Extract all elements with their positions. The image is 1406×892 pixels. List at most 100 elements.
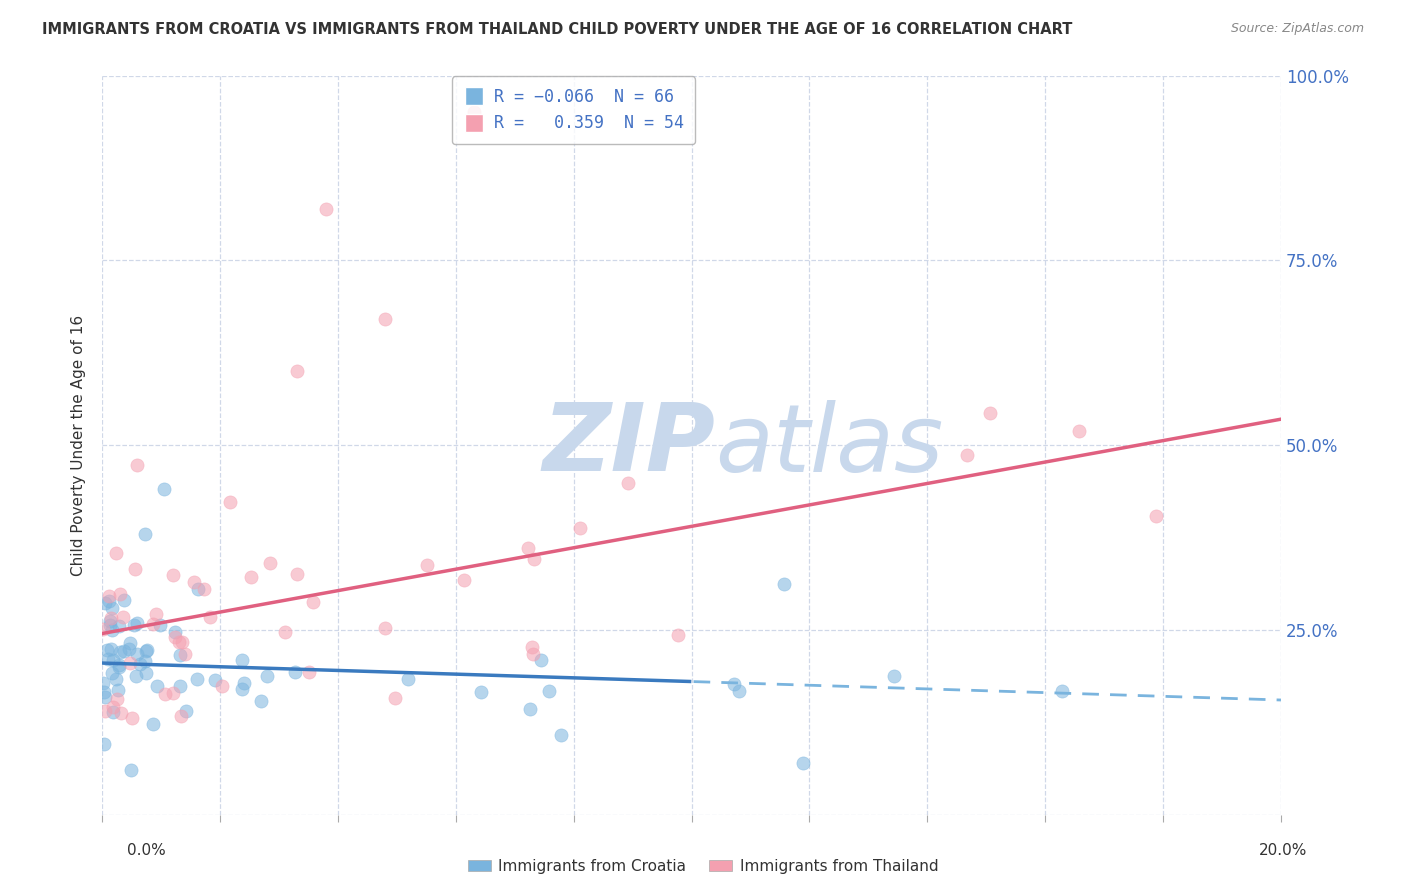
Point — [231, 653, 253, 667]
Point — [550, 728, 572, 742]
Point — [250, 694, 273, 708]
Point — [204, 673, 226, 687]
Point — [100, 601, 122, 615]
Point — [169, 679, 191, 693]
Point — [415, 558, 437, 573]
Point — [979, 406, 1001, 420]
Point — [145, 607, 167, 622]
Point — [259, 557, 281, 571]
Point — [167, 635, 190, 649]
Text: 0.0%: 0.0% — [127, 843, 166, 858]
Point — [183, 575, 205, 590]
Point — [287, 566, 309, 581]
Point — [94, 690, 117, 705]
Point — [127, 616, 149, 631]
Point — [530, 653, 553, 667]
Point — [118, 656, 141, 670]
Point — [93, 737, 115, 751]
Text: Source: ZipAtlas.com: Source: ZipAtlas.com — [1230, 22, 1364, 36]
Point — [170, 709, 193, 723]
Point — [165, 630, 187, 644]
Point — [169, 648, 191, 662]
Point — [108, 619, 131, 633]
Point — [108, 659, 131, 673]
Text: 20.0%: 20.0% — [1260, 843, 1308, 858]
Point — [98, 618, 121, 632]
Legend: R = −0.066  N = 66, R =   0.359  N = 54: R = −0.066 N = 66, R = 0.359 N = 54 — [453, 77, 696, 145]
Point — [302, 595, 325, 609]
Text: IMMIGRANTS FROM CROATIA VS IMMIGRANTS FROM THAILAND CHILD POVERTY UNDER THE AGE : IMMIGRANTS FROM CROATIA VS IMMIGRANTS FR… — [42, 22, 1073, 37]
Point — [883, 668, 905, 682]
Point — [135, 666, 157, 681]
Point — [101, 700, 124, 714]
Point — [145, 679, 167, 693]
Text: atlas: atlas — [716, 400, 943, 491]
Point — [374, 312, 396, 326]
Point — [100, 641, 122, 656]
Point — [315, 202, 337, 216]
Point — [1144, 509, 1167, 524]
Point — [112, 609, 135, 624]
Point — [470, 685, 492, 699]
Point — [274, 625, 297, 640]
Point — [233, 676, 256, 690]
Point — [176, 704, 198, 718]
Point — [374, 622, 396, 636]
Point — [186, 672, 208, 686]
Point — [568, 521, 591, 535]
Point — [155, 687, 177, 701]
Point — [104, 546, 127, 560]
Point — [298, 665, 321, 679]
Point — [125, 669, 148, 683]
Point — [668, 628, 690, 642]
Point — [134, 526, 156, 541]
Point — [107, 682, 129, 697]
Point — [97, 652, 120, 666]
Point — [98, 593, 121, 607]
Point — [174, 647, 197, 661]
Point — [193, 582, 215, 597]
Point — [523, 552, 546, 566]
Point — [91, 675, 114, 690]
Point — [124, 617, 146, 632]
Point — [617, 475, 640, 490]
Point — [522, 647, 544, 661]
Point — [153, 483, 176, 497]
Point — [142, 717, 165, 731]
Point — [200, 610, 222, 624]
Point — [135, 644, 157, 658]
Point — [110, 586, 132, 600]
Point — [463, 105, 485, 120]
Point — [517, 541, 540, 555]
Point — [110, 706, 132, 721]
Point — [728, 683, 751, 698]
Point — [537, 684, 560, 698]
Point — [231, 681, 253, 696]
Point — [172, 635, 194, 649]
Point — [142, 617, 165, 632]
Point — [101, 653, 124, 667]
Point — [218, 495, 240, 509]
Point — [723, 677, 745, 691]
Point — [384, 690, 406, 705]
Point — [1069, 424, 1091, 438]
Point — [107, 658, 129, 673]
Point — [112, 593, 135, 607]
Point — [125, 647, 148, 661]
Point — [163, 624, 186, 639]
Point — [105, 673, 128, 687]
Point — [96, 643, 118, 657]
Point — [94, 704, 117, 718]
Y-axis label: Child Poverty Under the Age of 16: Child Poverty Under the Age of 16 — [72, 315, 86, 575]
Point — [125, 458, 148, 472]
Point — [103, 705, 125, 719]
Point — [112, 643, 135, 657]
Point — [162, 567, 184, 582]
Point — [93, 684, 115, 698]
Point — [124, 562, 146, 576]
Point — [121, 711, 143, 725]
Point — [239, 569, 262, 583]
Point — [100, 624, 122, 638]
Point — [101, 665, 124, 680]
Point — [98, 615, 121, 629]
